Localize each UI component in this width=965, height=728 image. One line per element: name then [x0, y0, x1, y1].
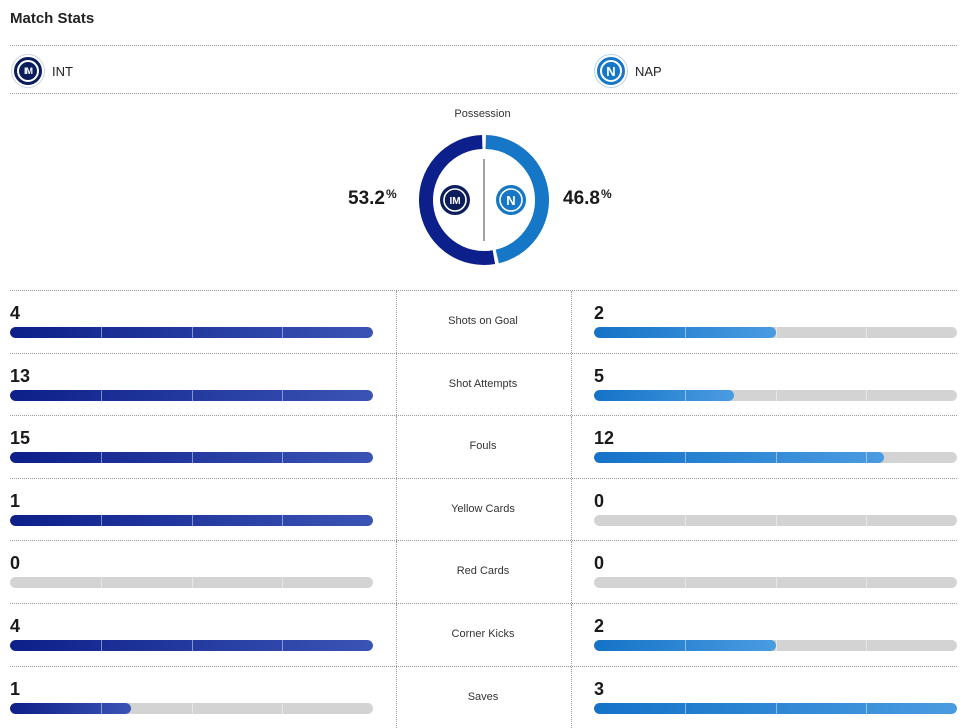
home-possession-arc — [419, 135, 496, 265]
svg-text:N: N — [506, 193, 515, 208]
inter-crest-icon: IM — [12, 55, 44, 87]
away-stat-bar — [594, 577, 957, 589]
away-stat-bar — [594, 389, 957, 401]
column-divider — [571, 291, 572, 353]
away-stat-value: 0 — [594, 490, 605, 511]
away-stat-value: 2 — [594, 303, 605, 323]
home-stat-fill — [10, 702, 131, 714]
away-stat-value: 2 — [594, 615, 605, 636]
possession-donut: IM N — [419, 135, 549, 265]
stat-label: Corner Kicks — [451, 627, 515, 640]
column-divider — [396, 541, 397, 603]
column-divider — [396, 478, 397, 541]
column-divider — [571, 666, 572, 728]
svg-text:IM: IM — [449, 196, 460, 207]
column-divider — [571, 353, 572, 416]
stat-row: 1 Saves 3 — [10, 665, 957, 728]
stat-row: 15 Fouls 12 — [10, 415, 957, 478]
column-divider — [396, 291, 397, 353]
home-possession-value: 53.2% — [348, 187, 397, 209]
away-stat-bar — [594, 452, 957, 464]
column-divider — [396, 416, 397, 478]
stat-label: Yellow Cards — [451, 502, 515, 515]
home-stat-fill — [10, 389, 373, 401]
away-stat-value: 3 — [594, 678, 605, 699]
home-team-header: IM INT — [12, 55, 73, 87]
stat-row: 1 Yellow Cards 0 — [10, 477, 957, 541]
home-stat-fill — [10, 514, 373, 526]
away-stat-fill — [594, 702, 957, 714]
away-stat-bar — [594, 514, 957, 526]
home-stat-bar — [10, 327, 373, 338]
away-team-abbr: NAP — [635, 63, 662, 79]
home-stat-value: 13 — [10, 365, 31, 386]
away-stat-value: 12 — [594, 428, 615, 449]
stat-label: Saves — [467, 690, 499, 703]
home-stat-value: 4 — [10, 615, 21, 636]
stat-row: 4 Corner Kicks 2 — [10, 602, 957, 666]
home-stat-bar — [10, 702, 373, 714]
column-divider — [571, 541, 572, 603]
stat-row: 4 Shots on Goal 2 — [10, 290, 957, 353]
away-stat-value: 5 — [594, 365, 605, 386]
napoli-crest-icon: N — [494, 183, 528, 217]
home-stat-bar — [10, 577, 373, 589]
napoli-crest-icon: N — [595, 55, 627, 87]
home-stat-bar — [10, 514, 373, 526]
stat-label: Shot Attempts — [448, 377, 518, 390]
home-stat-value: 15 — [10, 428, 31, 449]
inter-crest-icon: IM — [438, 183, 472, 217]
away-stat-bar — [594, 639, 957, 651]
away-stat-bar — [594, 327, 957, 338]
home-stat-value: 1 — [10, 490, 21, 511]
home-stat-fill — [10, 452, 373, 464]
home-stat-value: 0 — [10, 553, 21, 574]
stat-label: Shots on Goal — [448, 315, 518, 327]
home-stat-bar — [10, 389, 373, 401]
home-stat-value: 4 — [10, 303, 21, 323]
away-possession-value: 46.8% — [563, 187, 612, 209]
home-team-abbr: INT — [52, 63, 73, 79]
column-divider — [396, 666, 397, 728]
home-stat-fill — [10, 639, 373, 651]
column-divider — [571, 478, 572, 541]
away-stat-fill — [594, 389, 734, 401]
column-divider — [396, 353, 397, 416]
home-stat-value: 1 — [10, 678, 21, 699]
stat-label: Fouls — [469, 440, 497, 453]
away-team-header: N NAP — [595, 55, 662, 87]
stat-row: 0 Red Cards 0 — [10, 540, 957, 603]
column-divider — [571, 416, 572, 478]
page-title: Match Stats — [10, 10, 95, 27]
away-stat-fill — [594, 452, 885, 464]
away-possession-arc — [485, 135, 549, 264]
divider — [10, 45, 957, 46]
home-stat-bar — [10, 452, 373, 464]
column-divider — [571, 603, 572, 666]
divider — [10, 93, 957, 94]
away-stat-fill — [594, 639, 776, 651]
away-stat-bar — [594, 702, 957, 714]
stat-row: 13 Shot Attempts 5 — [10, 352, 957, 416]
away-stat-fill — [594, 327, 776, 338]
column-divider — [396, 603, 397, 666]
home-stat-bar — [10, 639, 373, 651]
stat-label: Red Cards — [456, 565, 510, 578]
possession-label: Possession — [454, 108, 511, 120]
away-stat-value: 0 — [594, 553, 605, 574]
home-stat-fill — [10, 327, 373, 338]
stats-table: 4 Shots on Goal 2 13 Shot Attempts 5 15 Fouls 12… — [10, 290, 957, 728]
